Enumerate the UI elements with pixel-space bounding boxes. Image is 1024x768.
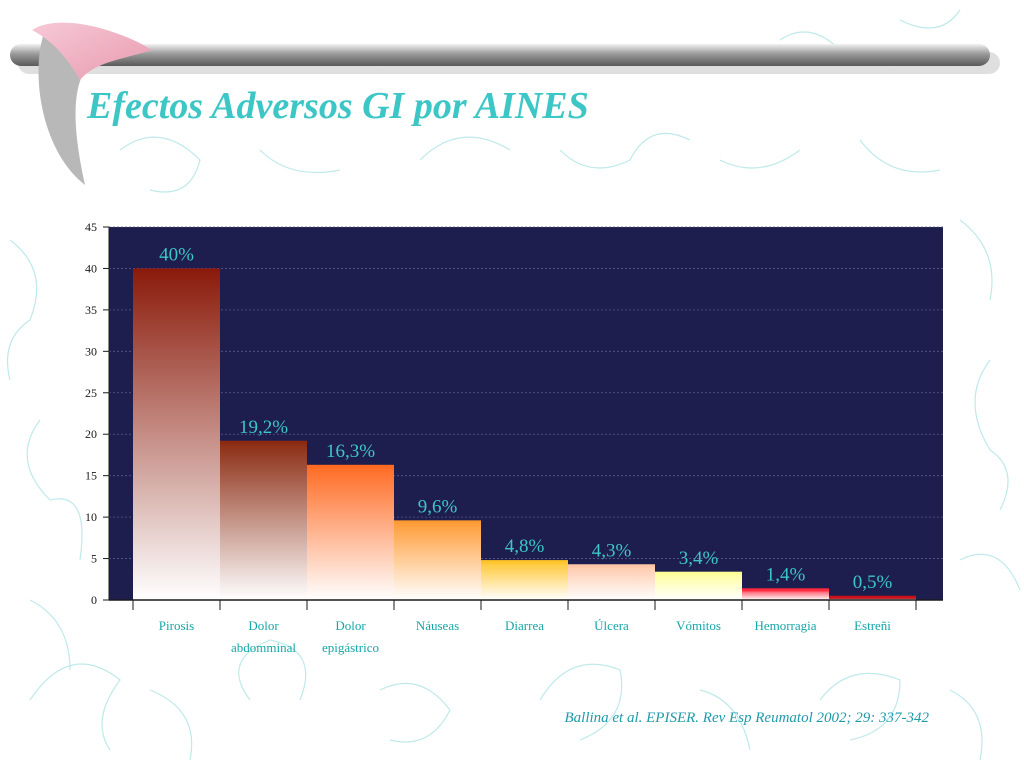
data-label: 19,2% [239, 417, 288, 438]
bar-top-edge [307, 464, 394, 468]
x-tick-label: Dolor [335, 618, 366, 633]
y-tick-label: 30 [85, 344, 97, 358]
x-tick-label: abdomminal [231, 640, 296, 655]
bar-top-edge [568, 564, 655, 568]
data-label: 9,6% [418, 496, 458, 517]
x-axis-ticks: Pirosis Dolor abdomminal Dolor epigástrico Ná… [132, 600, 917, 655]
x-tick-label: Náuseas [416, 618, 459, 633]
data-label: 16,3% [326, 441, 375, 462]
y-tick-label: 5 [91, 552, 97, 566]
bar [568, 564, 655, 600]
bar-top-edge [394, 520, 481, 524]
y-tick-label: 15 [85, 469, 97, 483]
axes [108, 227, 943, 601]
x-tick-label: Hemorragia [754, 618, 816, 633]
x-tick-label: Estreñi [854, 618, 891, 633]
bar [742, 588, 829, 600]
y-tick-label: 0 [91, 593, 97, 607]
y-tick-label: 10 [85, 510, 97, 524]
citation: Ballina et al. EPISER. Rev Esp Reumatol … [564, 710, 929, 726]
bar [133, 268, 220, 600]
data-label: 3,4% [679, 548, 719, 569]
gridlines [109, 226, 943, 559]
y-tick-label: 45 [85, 220, 97, 234]
bar-top-edge [655, 571, 742, 575]
data-label: 0,5% [853, 572, 893, 593]
bar-top-edge [220, 440, 307, 444]
data-label: 4,8% [505, 536, 545, 557]
bar [481, 560, 568, 600]
x-tick-label: Pirosis [159, 618, 194, 633]
bar-top-edge [481, 560, 568, 564]
bar-top-edge [829, 595, 916, 599]
y-tick-label: 35 [85, 303, 97, 317]
x-tick-label: Úlcera [594, 618, 629, 633]
x-tick-label: Dolor [248, 618, 279, 633]
data-labels: 40% 19,2% 16,3% 9,6% 4,8% 4,3% 3,4% 1,4% 0,5% [159, 244, 892, 592]
bar-top-edge [742, 588, 829, 592]
data-label: 1,4% [766, 564, 806, 585]
bar [394, 520, 481, 600]
bar [220, 440, 307, 600]
x-tick-label: Vómitos [676, 618, 721, 633]
bar [655, 571, 742, 600]
x-tick-label: epigástrico [322, 640, 379, 655]
y-axis-ticks: 0 5 10 15 20 25 30 35 40 45 [85, 220, 109, 607]
bars [133, 268, 916, 600]
data-label: 40% [159, 244, 194, 265]
bar [307, 464, 394, 600]
x-tick-label: Diarrea [505, 618, 544, 633]
bar-top-edge [133, 268, 220, 272]
data-label: 4,3% [592, 540, 632, 561]
decorative-header-bar [10, 22, 1000, 185]
y-tick-label: 25 [85, 386, 97, 400]
y-tick-label: 20 [85, 427, 97, 441]
slide-title: Efectos Adversos GI por AINES [87, 85, 589, 127]
y-tick-label: 40 [85, 261, 97, 275]
